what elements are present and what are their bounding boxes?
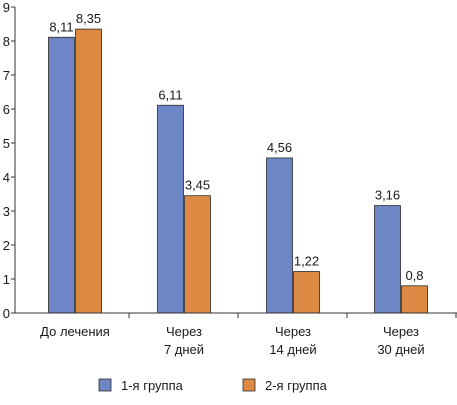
bar-series1-cat3 bbox=[266, 157, 293, 314]
data-label: 8,35 bbox=[76, 11, 101, 26]
x-category-label: Через bbox=[275, 324, 311, 339]
bar-series1-cat4 bbox=[374, 205, 401, 314]
data-labels: 8,11 6,11 4,56 3,16 8,35 3,45 1,22 0,8 bbox=[49, 11, 423, 283]
bars bbox=[48, 28, 428, 314]
y-tick-label: 4 bbox=[3, 170, 10, 185]
legend: 1-я группа 2-я группа bbox=[98, 378, 328, 393]
bar-series2-cat3 bbox=[293, 271, 320, 314]
x-category-label: 30 дней bbox=[377, 342, 424, 357]
bar-series1-cat2 bbox=[157, 104, 184, 314]
legend-swatch bbox=[98, 378, 112, 392]
bar-series2-cat1 bbox=[75, 28, 102, 314]
x-category-label: До лечения bbox=[40, 324, 110, 339]
y-tick-label: 7 bbox=[3, 68, 10, 83]
y-tick-label: 0 bbox=[3, 306, 10, 321]
data-label: 8,11 bbox=[49, 19, 73, 34]
data-label: 1,22 bbox=[294, 254, 319, 269]
x-axis: До лечения Через 7 дней Через 14 дней Через 30… bbox=[15, 312, 457, 357]
data-label: 3,45 bbox=[185, 178, 210, 193]
y-tick-label: 9 bbox=[3, 0, 10, 15]
bar-series2-cat2 bbox=[184, 195, 211, 314]
data-label: 3,16 bbox=[375, 188, 400, 203]
y-tick-label: 8 bbox=[3, 34, 10, 49]
x-category-label: Через bbox=[383, 324, 419, 339]
bar-series1-cat1 bbox=[48, 36, 75, 314]
x-category-label: 14 дней bbox=[269, 342, 316, 357]
bar-series2-cat4 bbox=[401, 285, 428, 314]
x-category-label: 7 дней bbox=[164, 342, 204, 357]
legend-label: 1-я группа bbox=[121, 378, 184, 393]
data-label: 4,56 bbox=[267, 140, 292, 155]
y-axis: 0 1 2 3 4 5 6 7 8 9 bbox=[3, 0, 16, 321]
y-tick-label: 2 bbox=[3, 238, 10, 253]
data-label: 6,11 bbox=[158, 87, 182, 102]
y-tick-label: 1 bbox=[3, 272, 10, 287]
legend-swatch bbox=[242, 378, 256, 392]
legend-label: 2-я группа bbox=[265, 378, 328, 393]
y-tick-label: 3 bbox=[3, 204, 10, 219]
y-tick-label: 6 bbox=[3, 102, 10, 117]
y-tick-label: 5 bbox=[3, 136, 10, 151]
x-category-label: Через bbox=[166, 324, 202, 339]
data-label: 0,8 bbox=[405, 268, 423, 283]
